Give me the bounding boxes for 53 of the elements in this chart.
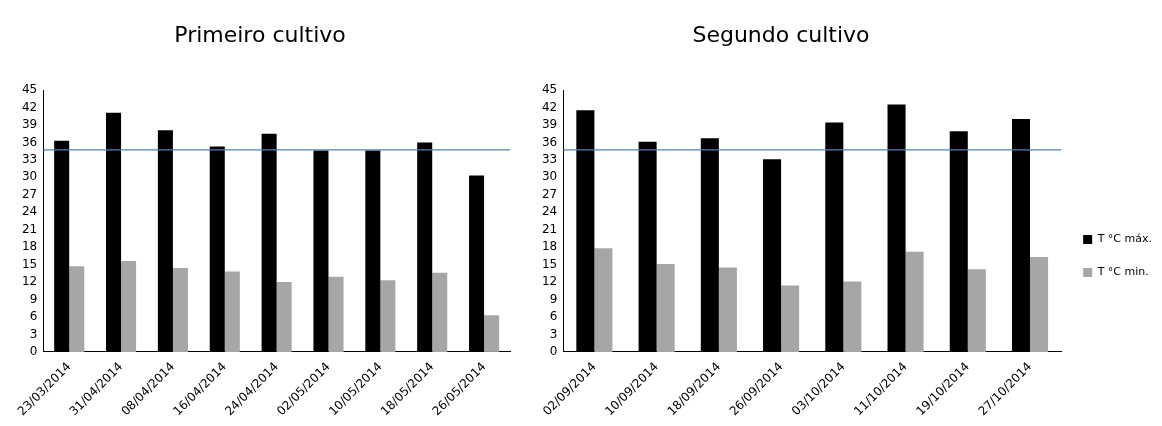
bar — [718, 267, 737, 352]
bar — [172, 268, 188, 352]
bar — [121, 261, 137, 352]
bar — [967, 269, 986, 352]
bar — [843, 281, 862, 352]
y-tick-label: 21 — [21, 221, 38, 236]
y-tick-label: 0 — [29, 344, 38, 359]
bar — [380, 280, 396, 352]
bar — [328, 276, 344, 352]
y-tick-label: 0 — [549, 344, 558, 359]
y-tick-label: 15 — [541, 256, 558, 271]
y-tick-label: 45 — [541, 82, 558, 97]
y-tick-label: 42 — [541, 99, 558, 114]
y-tick-label: 30 — [21, 169, 38, 184]
y-tick-label: 3 — [29, 326, 38, 341]
y-tick-label: 6 — [549, 309, 558, 324]
y-tick-label: 30 — [541, 169, 558, 184]
bar — [781, 285, 800, 352]
y-tick-label: 27 — [541, 186, 558, 201]
bar — [484, 315, 500, 352]
y-tick-label: 18 — [21, 239, 38, 254]
y-tick-label: 3 — [549, 326, 558, 341]
y-tick-label: 27 — [21, 186, 38, 201]
y-tick-label: 33 — [21, 151, 38, 166]
bar — [1030, 257, 1049, 352]
legend-label: T °C máx. — [1096, 232, 1152, 246]
bar — [656, 264, 675, 352]
bar — [224, 271, 240, 352]
y-tick-label: 45 — [21, 82, 38, 97]
y-tick-label: 12 — [541, 274, 558, 289]
y-tick-label: 9 — [29, 291, 38, 306]
bar — [905, 251, 924, 352]
y-tick-label: 24 — [541, 204, 558, 219]
chart-title: Segundo cultivo — [691, 22, 871, 47]
y-tick-label: 12 — [21, 274, 38, 289]
y-tick-label: 15 — [21, 256, 38, 271]
y-tick-label: 21 — [541, 221, 558, 236]
y-tick-label: 6 — [29, 309, 38, 324]
y-tick-label: 36 — [21, 134, 38, 149]
bar — [594, 248, 613, 352]
y-tick-label: 33 — [541, 151, 558, 166]
y-tick-label: 9 — [549, 291, 558, 306]
bar — [432, 272, 448, 352]
bar — [69, 266, 85, 352]
y-tick-label: 42 — [21, 99, 38, 114]
bar — [276, 282, 292, 352]
y-tick-label: 39 — [21, 117, 38, 132]
y-tick-label: 18 — [541, 239, 558, 254]
legend-label: T °C min. — [1096, 265, 1149, 279]
y-tick-label: 39 — [541, 117, 558, 132]
y-tick-label: 24 — [21, 204, 38, 219]
y-tick-label: 36 — [541, 134, 558, 149]
chart-title: Primeiro cultivo — [173, 22, 347, 47]
